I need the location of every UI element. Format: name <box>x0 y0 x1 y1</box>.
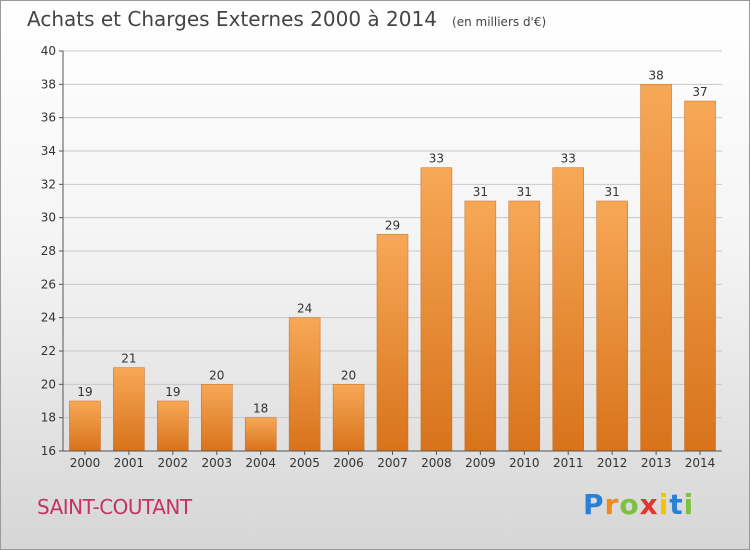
y-tick-label: 36 <box>41 111 56 125</box>
y-tick-label: 26 <box>41 277 56 291</box>
x-tick-label: 2000 <box>70 456 101 470</box>
logo-letter: r <box>604 488 620 521</box>
logo-letter: i <box>683 488 695 521</box>
y-tick-label: 30 <box>41 211 56 225</box>
data-label: 20 <box>209 368 224 382</box>
x-tick-label: 2005 <box>289 456 320 470</box>
chart-subtitle: (en milliers d'€) <box>452 15 547 29</box>
bar <box>244 417 277 452</box>
proxiti-logo: Proxiti <box>583 488 694 521</box>
x-tick-label: 2010 <box>509 456 540 470</box>
bar <box>376 234 409 452</box>
x-tick-label: 2011 <box>553 456 584 470</box>
place-label: SAINT-COUTANT <box>37 495 192 519</box>
data-label: 33 <box>429 152 444 166</box>
bar <box>113 367 145 452</box>
data-label: 19 <box>77 385 92 399</box>
logo-letter: x <box>639 488 659 521</box>
y-tick-label: 16 <box>41 444 56 458</box>
logo-letter: t <box>669 488 684 521</box>
y-tick-label: 40 <box>41 44 56 58</box>
bar <box>552 167 584 452</box>
y-tick-label: 34 <box>41 144 56 158</box>
bar <box>464 200 497 452</box>
y-tick-label: 18 <box>41 411 56 425</box>
y-tick-label: 20 <box>41 377 56 391</box>
x-tick-label: 2009 <box>465 456 496 470</box>
logo-letter: o <box>619 488 640 521</box>
bar <box>288 317 321 452</box>
data-label: 31 <box>517 185 532 199</box>
bar <box>201 384 233 452</box>
bar <box>420 167 453 452</box>
x-tick-label: 2002 <box>158 456 189 470</box>
data-labels: 19 21 19 20 18 24 20 29 33 31 31 33 31 38 37 <box>77 68 707 415</box>
y-tick-label: 38 <box>41 77 56 91</box>
x-tick-label: 2014 <box>685 456 716 470</box>
y-tick-label: 24 <box>41 311 56 325</box>
bar <box>157 400 189 452</box>
chart-title: Achats et Charges Externes 2000 à 2014 <box>27 7 437 31</box>
data-label: 38 <box>648 68 663 82</box>
data-label: 37 <box>692 85 707 99</box>
logo-letter: i <box>658 488 670 521</box>
data-label: 33 <box>561 152 576 166</box>
x-tick-label: 2008 <box>421 456 452 470</box>
x-tick-label: 2012 <box>597 456 628 470</box>
y-tick-label: 32 <box>41 177 56 191</box>
data-label: 19 <box>165 385 180 399</box>
chart-title-block: Achats et Charges Externes 2000 à 2014 (… <box>27 7 546 31</box>
bars <box>69 84 716 452</box>
x-tick-label: 2001 <box>114 456 145 470</box>
logo-letter: P <box>583 488 605 521</box>
data-label: 31 <box>605 185 620 199</box>
y-tick-label: 28 <box>41 244 56 258</box>
bar <box>684 100 716 452</box>
data-label: 21 <box>121 352 136 366</box>
x-tick-label: 2006 <box>333 456 364 470</box>
bar <box>640 84 672 452</box>
x-axis-ticks: 2000 2001 2002 2003 2004 2005 2006 2007 2008 2009… <box>70 451 716 470</box>
x-tick-label: 2007 <box>377 456 408 470</box>
bar <box>508 200 541 452</box>
x-tick-label: 2013 <box>641 456 672 470</box>
x-tick-label: 2004 <box>245 456 276 470</box>
x-tick-label: 2003 <box>201 456 232 470</box>
bar <box>332 384 365 452</box>
bar <box>69 400 101 452</box>
data-label: 20 <box>341 368 356 382</box>
data-label: 31 <box>473 185 488 199</box>
y-axis-ticks: 16 18 20 22 24 26 28 30 32 34 36 38 40 <box>41 44 63 458</box>
y-tick-label: 22 <box>41 344 56 358</box>
bar <box>596 200 628 452</box>
data-label: 24 <box>297 302 312 316</box>
data-label: 18 <box>253 402 268 416</box>
data-label: 29 <box>385 218 400 232</box>
